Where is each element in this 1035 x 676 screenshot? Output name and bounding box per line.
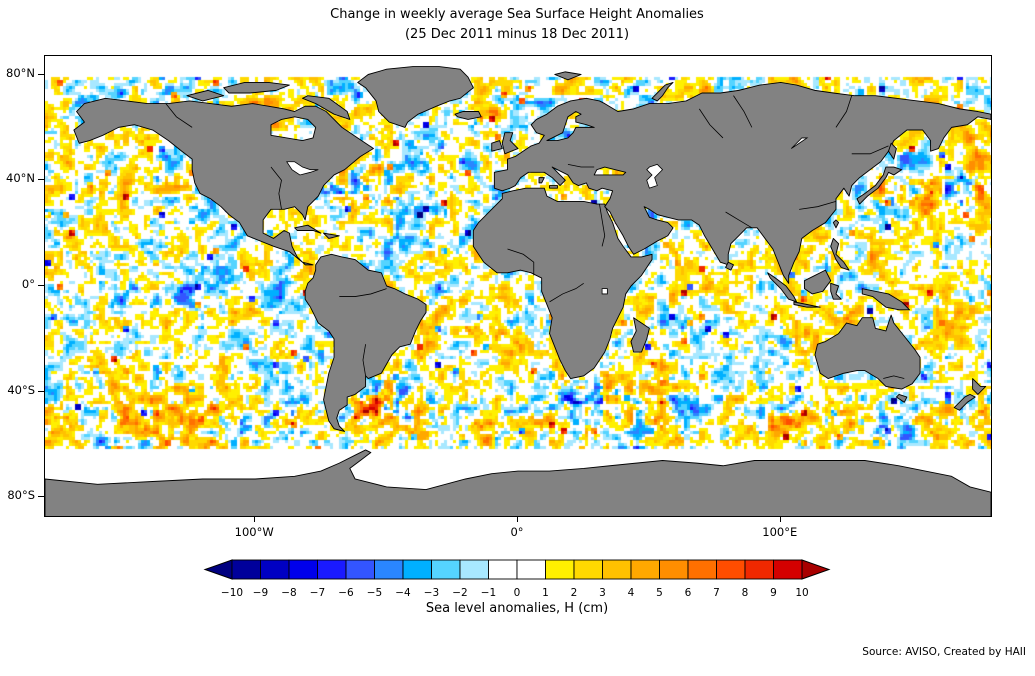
svg-text:6: 6 (685, 587, 692, 599)
y-tick-mark (38, 73, 44, 75)
svg-text:4: 4 (628, 587, 635, 599)
svg-text:0: 0 (514, 587, 521, 599)
svg-text:9: 9 (770, 587, 777, 599)
svg-text:−1: −1 (481, 587, 496, 599)
svg-text:1: 1 (542, 587, 549, 599)
x-tick-label: 0° (510, 525, 524, 539)
y-tick-mark (38, 179, 44, 181)
svg-text:−4: −4 (395, 587, 411, 599)
x-tick-mark (254, 516, 256, 522)
svg-text:−5: −5 (367, 587, 382, 599)
source-credit: Source: AVISO, Created by HAII (862, 646, 1026, 658)
svg-text:7: 7 (713, 587, 720, 599)
world-map-overlay (45, 66, 991, 516)
svg-text:2: 2 (571, 587, 578, 599)
svg-text:10: 10 (795, 587, 808, 599)
x-tick-mark (517, 516, 518, 522)
y-tick-mark (38, 390, 44, 392)
colorbar-label: Sea level anomalies, H (cm) (425, 601, 609, 616)
svg-text:5: 5 (656, 587, 663, 599)
chart-title: Change in weekly average Sea Surface Hei… (330, 7, 704, 22)
svg-text:8: 8 (742, 587, 749, 599)
svg-text:−9: −9 (253, 587, 268, 599)
svg-text:−2: −2 (452, 587, 467, 599)
x-tick-label: 100°W (234, 525, 274, 539)
y-tick-label: 80°S (7, 488, 35, 503)
svg-text:−10: −10 (221, 587, 243, 599)
x-tick-mark (779, 516, 781, 522)
svg-text:−7: −7 (310, 587, 325, 599)
svg-text:−8: −8 (281, 587, 296, 599)
svg-text:3: 3 (599, 587, 606, 599)
y-tick-mark (38, 496, 44, 498)
y-tick-label: 40°S (7, 382, 35, 397)
x-tick-label: 100°E (762, 525, 798, 539)
y-tick-label: 80°N (6, 65, 35, 80)
y-tick-label: 0° (21, 277, 35, 291)
y-tick-mark (38, 285, 44, 286)
y-tick-label: 40°N (6, 171, 35, 186)
chart-subtitle: (25 Dec 2011 minus 18 Dec 2011) (404, 27, 630, 42)
colorbar: −10 −9 −8 −7 −6 −5 −4 −3 −2 −1 0 1 2 3 4 5 6 7 8 9 10 (203, 559, 831, 599)
map-plot-area (44, 55, 992, 517)
svg-text:−6: −6 (338, 587, 354, 599)
svg-text:−3: −3 (424, 587, 439, 599)
